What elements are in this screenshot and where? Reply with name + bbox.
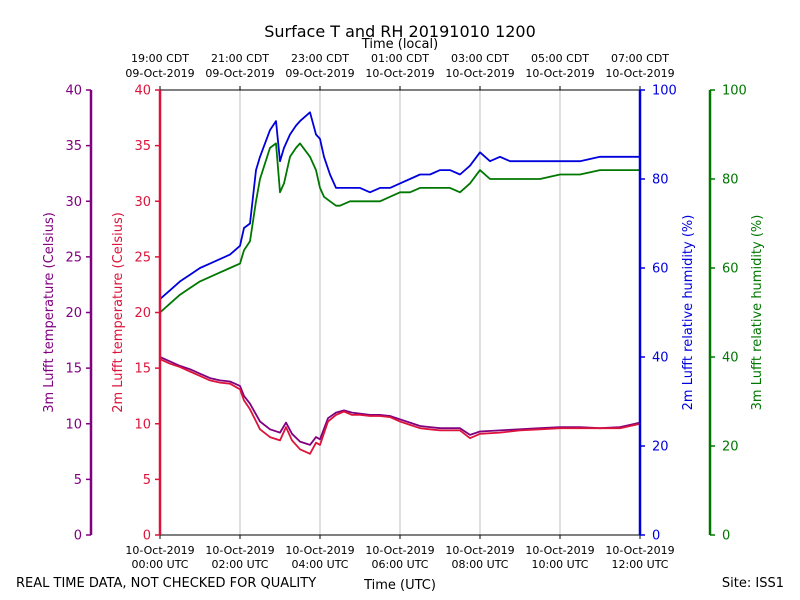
x-tick-label-utc-time: 10:00 UTC: [531, 558, 588, 571]
y-tick-label-rh3: 80: [722, 173, 739, 188]
y-tick-label-t3: 10: [65, 417, 82, 432]
series-line-rh3: [159, 142, 640, 314]
y-tick-label-rh3: 0: [722, 529, 730, 544]
y-tick-label-rh2: 60: [652, 262, 669, 277]
y-tick-label-t3: 0: [74, 529, 82, 544]
x-tick-label-local-time: 07:00 CDT: [611, 52, 669, 65]
y-tick-label-rh2: 20: [652, 440, 669, 455]
x-tick-label-local-time: 05:00 CDT: [531, 52, 589, 65]
y-tick-label-t2: 0: [143, 529, 151, 544]
y-tick-label-rh3: 100: [722, 84, 747, 99]
y-tick-label-t2: 25: [134, 250, 151, 265]
x-tick-label-utc-date: 10-Oct-2019: [125, 544, 194, 557]
y-axes: 0 5 10 15 20 25 30 35 40 3m Lufft temperature (Ce…: [42, 84, 765, 544]
y-axis-label-t2: 2m Lufft temperature (Celsius): [111, 212, 126, 413]
x-tick-label-local-date: 09-Oct-2019: [125, 67, 194, 80]
top-axis-title: Time (local): [361, 37, 438, 52]
y-tick-label-t3: 30: [65, 195, 82, 210]
gridlines: [239, 90, 561, 535]
y-tick-label-rh2: 100: [652, 84, 677, 99]
x-tick-label-utc-date: 10-Oct-2019: [525, 544, 594, 557]
series-layer: [159, 111, 641, 455]
y-tick-label-t2: 30: [134, 195, 151, 210]
x-tick-label-utc-time: 08:00 UTC: [451, 558, 508, 571]
x-tick-label-utc-time: 04:00 UTC: [291, 558, 348, 571]
x-tick-label-utc-time: 06:00 UTC: [371, 558, 428, 571]
y-tick-label-rh3: 20: [722, 440, 739, 455]
x-tick-label-local-time: 19:00 CDT: [131, 52, 189, 65]
x-tick-label-local-date: 10-Oct-2019: [525, 67, 594, 80]
x-tick-label-utc-date: 10-Oct-2019: [205, 544, 274, 557]
y-tick-label-rh2: 0: [652, 529, 660, 544]
y-tick-label-t3: 5: [74, 473, 82, 488]
chart-title: Surface T and RH 20191010 1200: [264, 22, 536, 41]
y-tick-label-t3: 40: [65, 84, 82, 99]
y-tick-label-t3: 25: [65, 250, 82, 265]
y-tick-label-rh3: 40: [722, 351, 739, 366]
y-tick-label-rh3: 60: [722, 262, 739, 277]
y-tick-label-t2: 35: [134, 139, 151, 154]
y-tick-label-t2: 10: [134, 417, 151, 432]
x-tick-label-utc-time: 02:00 UTC: [211, 558, 268, 571]
series-line-t2: [159, 358, 641, 455]
x-tick-label-local-time: 01:00 CDT: [371, 52, 429, 65]
y-tick-label-rh2: 80: [652, 173, 669, 188]
y-tick-label-rh2: 40: [652, 351, 669, 366]
x-tick-label-local-date: 10-Oct-2019: [605, 67, 674, 80]
y-axis-label-rh3: 3m Lufft relative humidity (%): [750, 215, 765, 411]
x-tick-label-local-date: 10-Oct-2019: [445, 67, 514, 80]
x-tick-label-utc-date: 10-Oct-2019: [445, 544, 514, 557]
y-tick-label-t3: 35: [65, 139, 82, 154]
x-tick-label-utc-date: 10-Oct-2019: [605, 544, 674, 557]
y-tick-label-t2: 5: [143, 473, 151, 488]
x-tick-label-local-time: 23:00 CDT: [291, 52, 349, 65]
x-tick-label-utc-date: 10-Oct-2019: [285, 544, 354, 557]
y-axis-label-t3: 3m Lufft temperature (Celsius): [42, 212, 57, 413]
x-tick-label-local-date: 09-Oct-2019: [285, 67, 354, 80]
footer-site: Site: ISS1: [722, 576, 784, 591]
bottom-axis-title: Time (UTC): [363, 578, 436, 593]
y-tick-label-t2: 40: [134, 84, 151, 99]
y-tick-label-t2: 20: [134, 306, 151, 321]
x-tick-label-utc-time: 00:00 UTC: [131, 558, 188, 571]
y-axis-label-rh2: 2m Lufft relative humidity (%): [681, 215, 696, 411]
footer-quality-note: REAL TIME DATA, NOT CHECKED FOR QUALITY: [16, 576, 316, 591]
x-tick-label-local-time: 21:00 CDT: [211, 52, 269, 65]
x-tick-label-local-date: 10-Oct-2019: [365, 67, 434, 80]
y-tick-label-t3: 15: [65, 362, 82, 377]
x-tick-label-utc-date: 10-Oct-2019: [365, 544, 434, 557]
y-tick-label-t2: 15: [134, 362, 151, 377]
x-tick-label-local-date: 09-Oct-2019: [205, 67, 274, 80]
series-line-t3: [159, 356, 641, 446]
x-tick-label-local-time: 03:00 CDT: [451, 52, 509, 65]
x-tick-label-utc-time: 12:00 UTC: [611, 558, 668, 571]
series-line-rh2: [159, 111, 640, 300]
y-tick-label-t3: 20: [65, 306, 82, 321]
